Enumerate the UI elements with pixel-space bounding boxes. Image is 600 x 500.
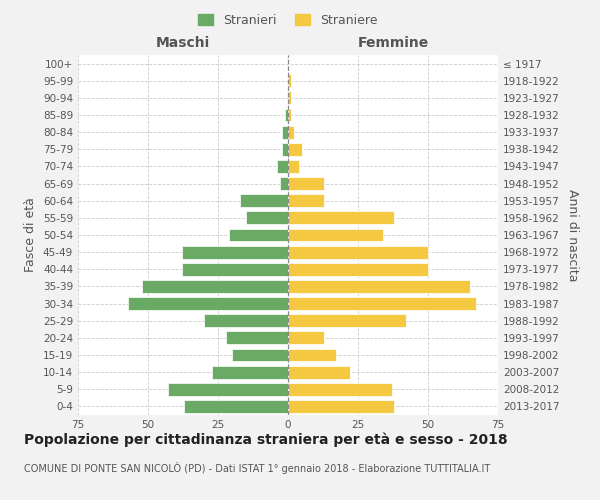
Bar — [288, 126, 293, 138]
Bar — [288, 280, 470, 293]
Bar — [288, 297, 476, 310]
Bar — [246, 212, 288, 224]
Bar — [128, 297, 288, 310]
Bar — [288, 228, 383, 241]
Y-axis label: Anni di nascita: Anni di nascita — [566, 188, 579, 281]
Bar — [232, 348, 288, 362]
Bar — [288, 332, 325, 344]
Bar — [288, 212, 394, 224]
Bar — [283, 126, 288, 138]
Bar — [288, 74, 291, 87]
Bar — [288, 246, 428, 258]
Text: Femmine: Femmine — [358, 36, 428, 50]
Bar — [142, 280, 288, 293]
Bar — [226, 332, 288, 344]
Bar — [280, 177, 288, 190]
Bar — [288, 108, 291, 122]
Text: COMUNE DI PONTE SAN NICOLÒ (PD) - Dati ISTAT 1° gennaio 2018 - Elaborazione TUTT: COMUNE DI PONTE SAN NICOLÒ (PD) - Dati I… — [24, 462, 490, 474]
Bar — [288, 160, 299, 173]
Bar — [241, 194, 288, 207]
Text: Maschi: Maschi — [156, 36, 210, 50]
Bar — [184, 400, 288, 413]
Bar — [288, 348, 335, 362]
Bar — [288, 383, 392, 396]
Bar — [277, 160, 288, 173]
Text: Popolazione per cittadinanza straniera per età e sesso - 2018: Popolazione per cittadinanza straniera p… — [24, 432, 508, 447]
Bar — [288, 92, 291, 104]
Y-axis label: Fasce di età: Fasce di età — [25, 198, 37, 272]
Bar — [288, 143, 302, 156]
Bar — [288, 194, 325, 207]
Bar — [288, 400, 394, 413]
Legend: Stranieri, Straniere: Stranieri, Straniere — [193, 8, 383, 32]
Bar — [212, 366, 288, 378]
Bar — [288, 314, 406, 327]
Bar — [182, 246, 288, 258]
Bar — [182, 263, 288, 276]
Bar — [288, 366, 350, 378]
Bar — [285, 108, 288, 122]
Bar — [288, 263, 428, 276]
Bar — [167, 383, 288, 396]
Bar — [288, 177, 325, 190]
Bar — [283, 143, 288, 156]
Bar — [204, 314, 288, 327]
Bar — [229, 228, 288, 241]
